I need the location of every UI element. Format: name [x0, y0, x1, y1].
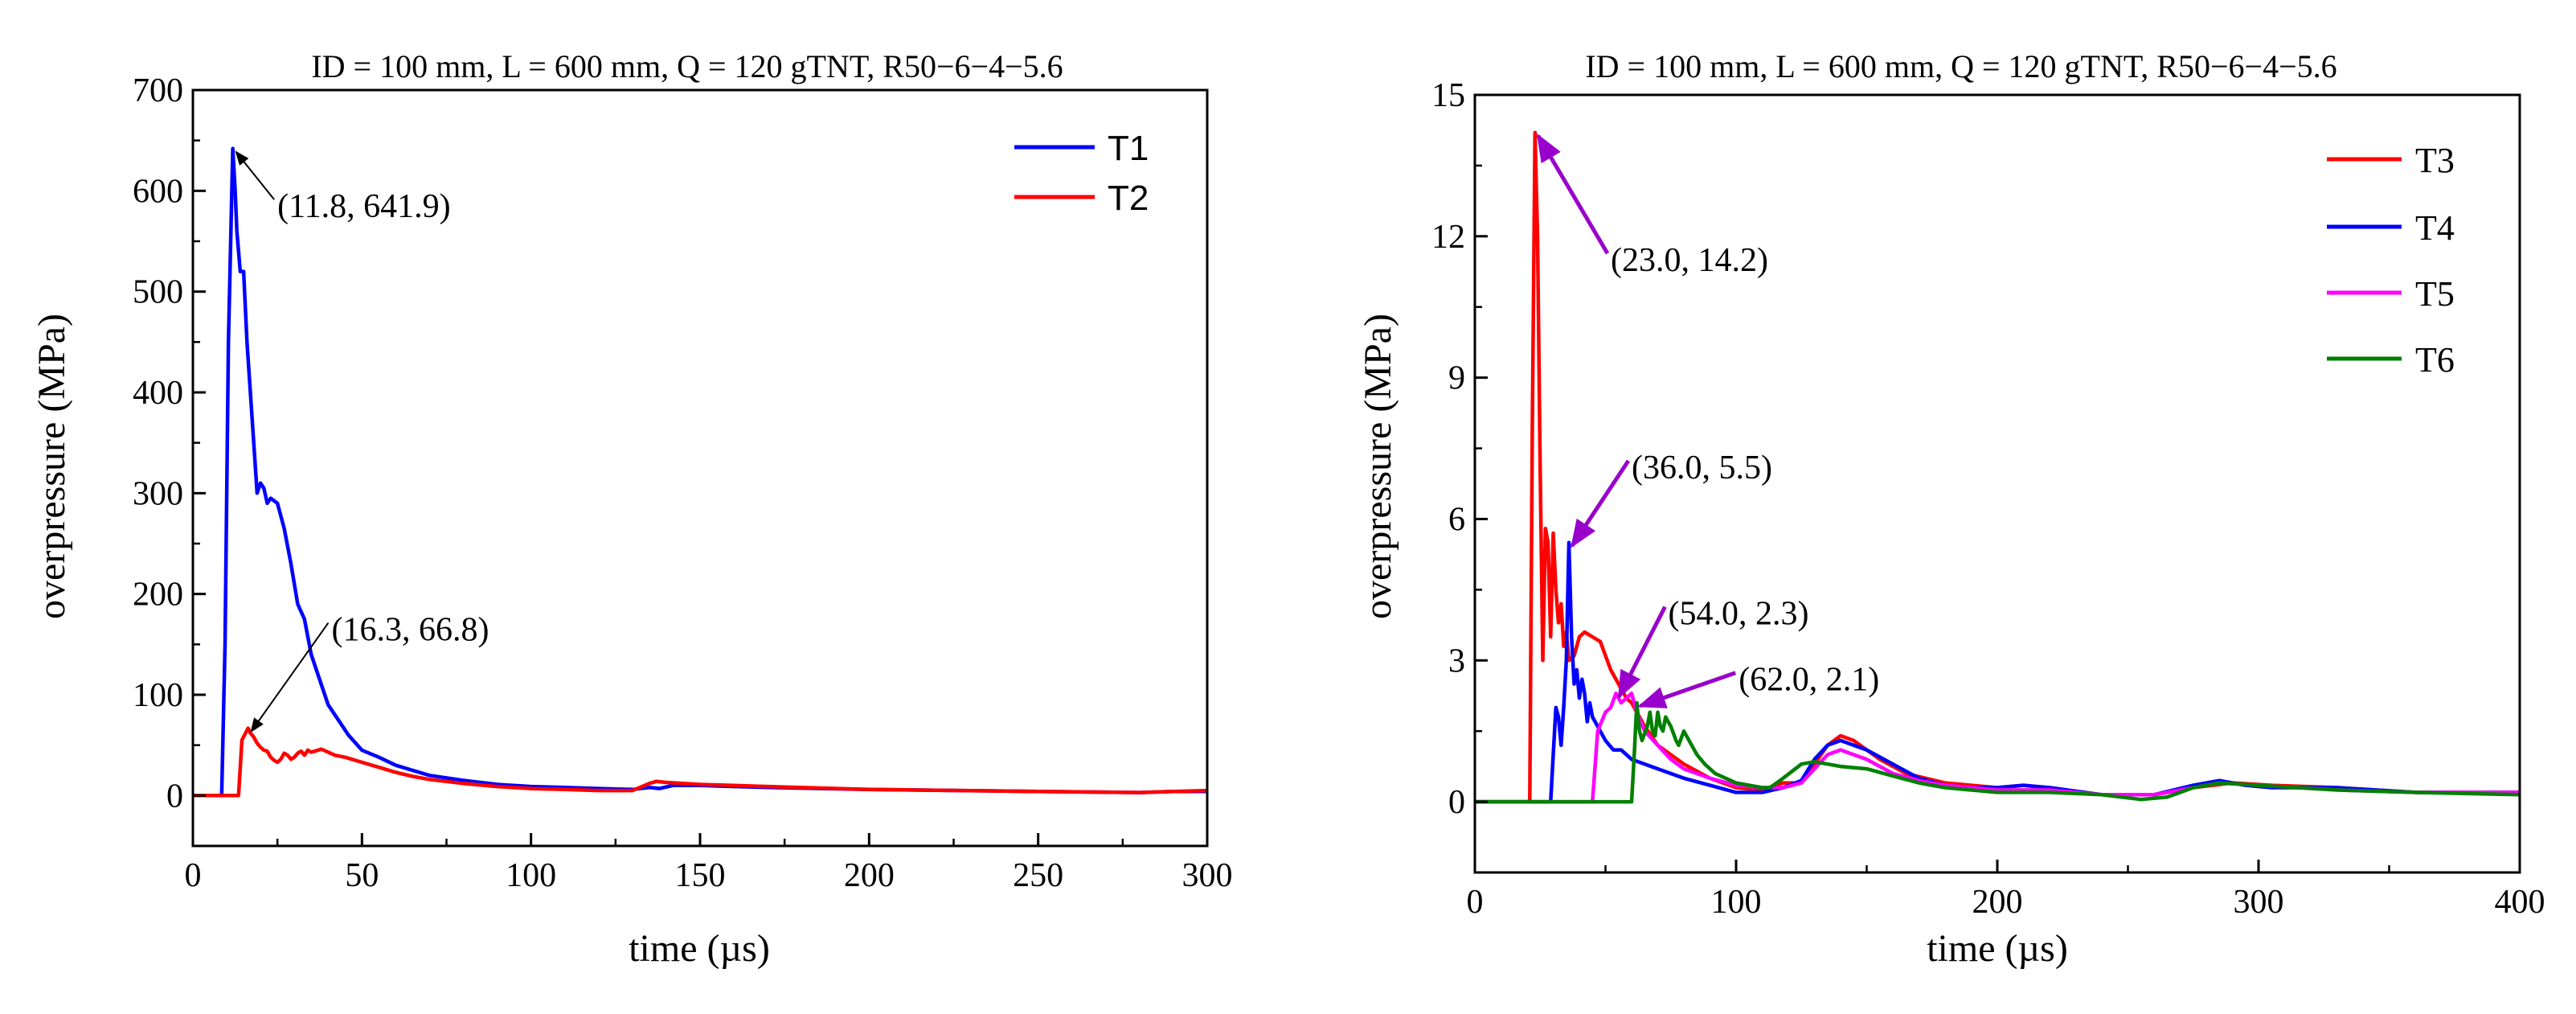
annotation-group: (23.0, 14.2) (36.0, 5.5) (54.0, 2.3) (62.0,…	[1536, 133, 1879, 708]
legend-label-t2: T2	[1108, 179, 1149, 218]
y-tick-label-0: 0	[1448, 784, 1465, 821]
annotation-arrow-3	[1637, 671, 1737, 708]
x-tick-label-2: 200	[1972, 884, 2023, 921]
x-tick-label-4: 200	[844, 857, 895, 894]
tick-group: 0 50 100 150 200 250 300 0 100 200 300 400 500 600 700	[133, 72, 1233, 894]
chart-title: ID = 100 mm, L = 600 mm, Q = 120 gTNT, R…	[1585, 48, 2336, 84]
x-tick-label-3: 150	[675, 857, 726, 894]
plot-frame	[1473, 93, 2521, 874]
x-tick-label-1: 100	[1711, 884, 1762, 921]
legend-label-t5: T5	[2415, 274, 2455, 314]
annotation-label-0: (11.8, 641.9)	[277, 188, 450, 225]
right-chart: ID = 100 mm, L = 600 mm, Q = 120 gTNT, R…	[1357, 48, 2545, 970]
annotation-group: (11.8, 641.9) (16.3, 66.8)	[235, 150, 489, 733]
y-tick-label-6: 600	[133, 173, 183, 210]
annotation-arrow-2	[1617, 606, 1667, 700]
x-tick-label-4: 400	[2495, 884, 2545, 921]
x-tick-label-3: 300	[2234, 884, 2284, 921]
y-tick-label-7: 700	[133, 72, 183, 109]
annotation-label-2: (54.0, 2.3)	[1669, 596, 1809, 633]
x-tick-label-1: 50	[345, 857, 379, 894]
y-tick-label-5: 15	[1431, 77, 1465, 114]
x-tick-label-5: 250	[1013, 857, 1063, 894]
y-tick-label-1: 100	[133, 677, 183, 714]
legend: T1 T2	[1014, 129, 1149, 218]
y-axis-label: overpressure (MPa)	[31, 314, 73, 619]
series-line-t2	[193, 726, 1208, 798]
y-tick-label-3: 9	[1448, 360, 1465, 397]
chart-title: ID = 100 mm, L = 600 mm, Q = 120 gTNT, R…	[311, 48, 1063, 84]
legend-label-t4: T4	[2415, 208, 2455, 248]
legend-label-t6: T6	[2415, 340, 2455, 380]
y-tick-label-2: 200	[133, 577, 183, 614]
legend-label-t1: T1	[1108, 129, 1149, 168]
annotation-label-1: (36.0, 5.5)	[1632, 450, 1772, 486]
y-tick-label-3: 300	[133, 475, 183, 512]
series-group	[1475, 130, 2521, 804]
x-axis-label: time (µs)	[629, 927, 770, 970]
y-axis-label: overpressure (MPa)	[1357, 314, 1399, 619]
x-tick-label-0: 0	[185, 857, 202, 894]
series-group	[193, 146, 1208, 798]
tick-group: 0 100 200 300 400 0 3 6 9 12 15	[1431, 77, 2545, 921]
x-tick-label-6: 300	[1182, 857, 1233, 894]
annotation-arrow-0	[235, 150, 275, 200]
annotation-arrow-0	[1536, 133, 1610, 255]
plot-frame	[191, 88, 1209, 848]
y-tick-label-1: 3	[1448, 642, 1465, 679]
series-line-t1	[193, 146, 1207, 798]
legend-label-t3: T3	[2415, 141, 2455, 180]
y-tick-label-5: 500	[133, 274, 183, 311]
x-tick-label-2: 100	[506, 857, 556, 894]
annotation-arrow-1	[1570, 459, 1631, 548]
y-tick-label-4: 12	[1431, 219, 1465, 256]
y-tick-label-0: 0	[166, 778, 183, 815]
left-chart: ID = 100 mm, L = 600 mm, Q = 120 gTNT, R…	[31, 48, 1233, 970]
annotation-arrow-1	[250, 622, 330, 733]
legend: T3 T4 T5 T6	[2327, 141, 2455, 380]
y-tick-label-2: 6	[1448, 501, 1465, 538]
annotation-label-1: (16.3, 66.8)	[331, 612, 489, 649]
annotation-label-3: (62.0, 2.1)	[1738, 662, 1879, 699]
x-axis-label: time (µs)	[1927, 927, 2068, 970]
series-line-t6	[1475, 700, 2521, 804]
x-tick-label-0: 0	[1467, 884, 1484, 921]
y-tick-label-4: 400	[133, 375, 183, 412]
series-line-t5	[1475, 692, 2520, 804]
annotation-label-0: (23.0, 14.2)	[1611, 242, 1768, 279]
